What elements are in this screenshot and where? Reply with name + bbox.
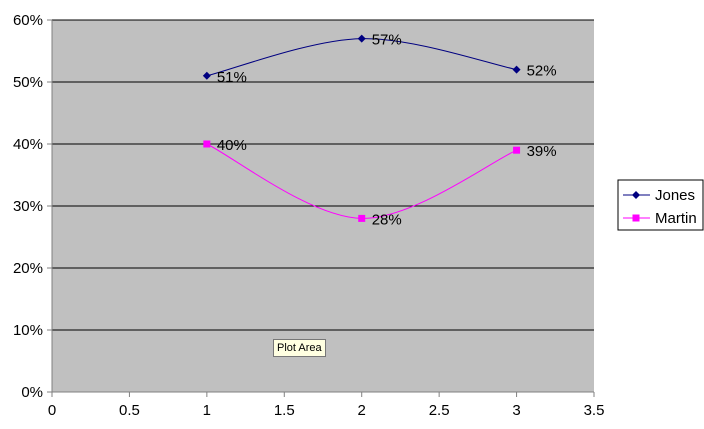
x-tick-label: 3 bbox=[512, 402, 520, 419]
legend-item-jones[interactable]: Jones bbox=[623, 187, 695, 204]
y-tick-label: 20% bbox=[13, 260, 43, 277]
data-label-jones: 51% bbox=[217, 69, 247, 86]
x-tick-label: 3.5 bbox=[584, 402, 605, 419]
x-tick-label: 1.5 bbox=[274, 402, 295, 419]
data-label-martin: 39% bbox=[527, 143, 557, 160]
data-label-martin: 28% bbox=[372, 211, 402, 228]
series-jones: 51% 57% 52% bbox=[202, 32, 557, 86]
y-tick-label: 50% bbox=[13, 74, 43, 91]
data-label-martin: 40% bbox=[217, 137, 247, 154]
data-point-martin[interactable] bbox=[358, 214, 366, 222]
plot-area-tooltip: Plot Area bbox=[273, 339, 326, 357]
data-point-martin[interactable] bbox=[513, 146, 521, 154]
y-tick-label: 30% bbox=[13, 198, 43, 215]
y-tick-label: 60% bbox=[13, 12, 43, 29]
x-tick-label: 0.5 bbox=[119, 402, 140, 419]
x-tick-label: 1 bbox=[203, 402, 211, 419]
series-layer: 51% 57% 52% 40% 28% 39% bbox=[202, 32, 557, 228]
x-tick-label: 0 bbox=[48, 402, 56, 419]
data-point-jones[interactable] bbox=[202, 71, 211, 80]
y-tick-label: 10% bbox=[13, 322, 43, 339]
legend-marker-jones[interactable] bbox=[632, 191, 640, 199]
y-tick-label: 40% bbox=[13, 136, 43, 153]
legend-label-martin: Martin bbox=[655, 210, 697, 227]
x-tick-label: 2 bbox=[358, 402, 366, 419]
x-tick-label: 2.5 bbox=[429, 402, 450, 419]
legend-item-martin[interactable]: Martin bbox=[623, 210, 697, 227]
data-label-jones: 57% bbox=[372, 32, 402, 49]
data-point-martin[interactable] bbox=[203, 140, 211, 148]
legend-box bbox=[617, 179, 704, 231]
legend-marker-martin[interactable] bbox=[632, 214, 640, 222]
gridlines bbox=[52, 19, 594, 331]
legend-label-jones: Jones bbox=[655, 187, 695, 204]
data-point-jones[interactable] bbox=[357, 34, 366, 43]
data-point-jones[interactable] bbox=[512, 65, 521, 74]
legend[interactable]: Jones Martin bbox=[617, 179, 704, 231]
series-martin: 40% 28% 39% bbox=[203, 137, 557, 228]
data-label-jones: 52% bbox=[527, 63, 557, 80]
axes: 0% 10% 20% 30% 40% 50% 60% 0 0.5 1 1.5 2 2.5 3 3.5 bbox=[13, 12, 604, 419]
y-tick-label: 0% bbox=[21, 384, 43, 401]
